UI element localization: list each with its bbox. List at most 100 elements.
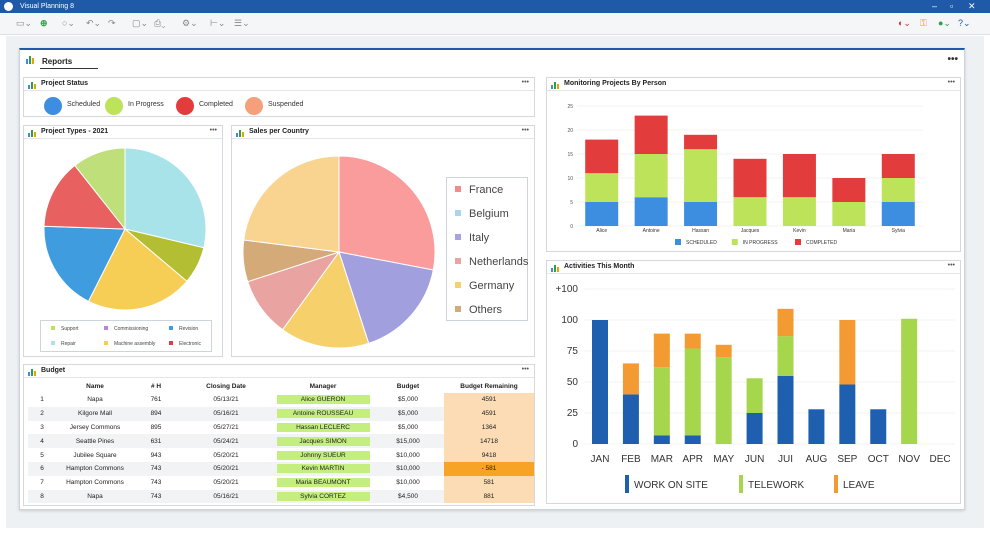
y-tick-label: 50	[567, 377, 579, 388]
panel-header: Budget •••	[24, 365, 534, 378]
legend-swatch	[795, 239, 801, 245]
cell-date: 05/20/21	[213, 479, 239, 487]
bar-work-on-site	[839, 384, 856, 444]
panel-logo-icon	[28, 129, 37, 137]
cell-date: 05/20/21	[178, 461, 274, 476]
panel-more-button[interactable]: •••	[209, 127, 217, 134]
panel-more-button[interactable]: •••	[521, 127, 529, 134]
panel-more-button[interactable]: •••	[947, 262, 955, 269]
table-row[interactable]: 3 Jersey Commons 895 05/27/21 Hassan LECLERC…	[28, 420, 534, 435]
cell-index: 4	[28, 434, 56, 449]
cell-remaining-negative: - 581	[444, 461, 534, 476]
language-flag-icon[interactable]: ◐⌄	[898, 18, 911, 28]
toolbar: ▭⌄ ⊕ ○⌄ ↶⌄ ↷ ▢⌄ ⎙⌄ ⚙⌄ ⊢⌄ ☰⌄ ◐⌄ ⚿ ●⌄ ?⌄	[0, 13, 990, 35]
filter-icon[interactable]: ○⌄	[62, 18, 75, 28]
status-dot	[44, 97, 62, 115]
cell-name: Napa	[87, 396, 103, 404]
cell-hours: 761	[150, 396, 162, 404]
columns-icon[interactable]: ☰⌄	[234, 18, 250, 28]
window-titlebar: Visual Planning 8 – ▫ ✕	[0, 0, 990, 13]
panel-header: Sales per Country •••	[232, 126, 534, 139]
col-header-budget[interactable]: Budget	[396, 383, 420, 390]
cell-remaining: 4591	[444, 393, 534, 407]
table-row[interactable]: 7 Hampton Commons 743 05/20/21 Maria BEAUMON…	[28, 475, 534, 490]
cell-name: Kilgore Mall	[56, 406, 134, 421]
legend-label: WORK ON SITE	[634, 480, 708, 491]
print-icon[interactable]: ⎙⌄	[154, 18, 166, 28]
dashboard-more-button[interactable]: •••	[947, 54, 958, 65]
hierarchy-icon[interactable]: ⊢⌄	[210, 18, 226, 28]
cell-manager: Kevin MARTIN	[274, 461, 372, 476]
legend-repair: Repair	[51, 341, 76, 347]
panel-title: Budget	[41, 367, 66, 374]
cell-manager: Sylvia CORTEZ	[274, 489, 372, 504]
help-icon[interactable]: ?⌄	[958, 18, 971, 28]
bar-completed	[832, 178, 866, 202]
cell-name: Seattle Pines	[56, 434, 134, 449]
add-icon[interactable]: ⊕	[40, 18, 48, 28]
cell-date: 05/13/21	[213, 396, 239, 404]
status-dot	[176, 97, 194, 115]
redo-icon[interactable]: ↷	[108, 18, 116, 28]
table-row[interactable]: 1 Napa 761 05/13/21 Alice GUERON $5,000 4591	[28, 393, 534, 407]
monitoring-projects-chart: 0 5 10 15 20 25 Alice Antoine Hassan Jacques Kevin…	[567, 104, 923, 246]
table-row[interactable]: 5 Jubilee Square 943 05/20/21 Johnny SUEUR $1…	[28, 448, 534, 462]
cell-manager: Johnny SUEUR	[274, 448, 372, 462]
table-row[interactable]: 8 Napa 743 05/16/21 Sylvia CORTEZ $4,500 881	[28, 489, 534, 504]
window-title: Visual Planning 8	[20, 3, 74, 10]
close-icon[interactable]: ✕	[968, 1, 976, 11]
panel-header: Project Status •••	[24, 78, 534, 91]
cell-date: 05/16/21	[178, 406, 274, 421]
panel-more-button[interactable]: •••	[947, 79, 955, 86]
cell-manager: Hassan LECLERC	[274, 421, 372, 435]
cell-budget: $5,000	[372, 406, 444, 421]
bar-telework	[653, 367, 670, 436]
table-row[interactable]: 2 Kilgore Mall 894 05/16/21 Antoine ROUSSEAU…	[28, 406, 534, 421]
cell-name: Jersey Commons	[69, 423, 121, 431]
export-icon[interactable]: ▢⌄	[132, 18, 149, 28]
monitoring-projects-panel: Monitoring Projects By Person ••• 0 5 10 15…	[546, 77, 961, 252]
legend-machine-assembly: Machine assembly	[104, 341, 155, 347]
bar-in-progress	[881, 178, 915, 202]
cell-budget: $10,000	[372, 461, 444, 476]
col-header-hours[interactable]: # H	[150, 383, 162, 390]
y-tick-label: 20	[567, 128, 573, 134]
cell-hours: 894	[134, 406, 178, 421]
key-icon[interactable]: ⚿	[920, 18, 927, 28]
cell-index: 8	[28, 489, 56, 504]
settings-icon[interactable]: ⚙⌄	[182, 18, 198, 28]
bar-completed	[881, 154, 915, 178]
legend-italy: Italy	[455, 232, 489, 244]
legend-netherlands: Netherlands	[455, 256, 528, 268]
col-header-closing-date[interactable]: Closing Date	[206, 383, 246, 390]
maximize-icon[interactable]: ▫	[950, 1, 954, 11]
col-header-budget-remaining[interactable]: Budget Remaining	[460, 383, 518, 390]
panel-more-button[interactable]: •••	[521, 79, 529, 86]
col-header-manager[interactable]: Manager	[309, 383, 337, 390]
table-row[interactable]: 6 Hampton Commons 743 05/20/21 Kevin MARTIN $…	[28, 461, 534, 476]
cell-name: Hampton Commons	[66, 479, 124, 487]
status-label: Completed	[199, 101, 233, 108]
panel-more-button[interactable]: •••	[521, 366, 529, 373]
col-header-index	[28, 380, 56, 393]
legend-swatch	[834, 475, 838, 493]
panel-logo-icon	[28, 368, 37, 376]
users-icon[interactable]: ●⌄	[938, 18, 951, 28]
cell-hours: 943	[150, 451, 162, 459]
activities-chart: 0 25 50 75 100 +100 JAN FEB MAR APR MAY JUN JUI AUG SE…	[555, 284, 955, 493]
cell-name: Hampton Commons	[56, 461, 134, 476]
table-row[interactable]: 4 Seattle Pines 631 05/24/21 Jacques SIMON $1…	[28, 434, 534, 449]
legend-france: France	[455, 184, 503, 196]
bar-leave	[684, 333, 701, 349]
minimize-icon[interactable]: –	[932, 1, 938, 11]
bar-work-on-site	[746, 413, 763, 444]
x-tick-label: FEB	[621, 454, 641, 465]
view-icon[interactable]: ▭⌄	[16, 18, 33, 28]
table-header-row: Name # H Closing Date Manager Budget Bud…	[28, 380, 534, 393]
undo-icon[interactable]: ↶⌄	[86, 18, 102, 28]
bar-scheduled	[585, 202, 619, 226]
status-label: Suspended	[268, 101, 304, 108]
x-tick-label: Sylvia	[892, 228, 906, 234]
col-header-name[interactable]: Name	[86, 383, 104, 390]
bar-work-on-site	[870, 409, 887, 444]
